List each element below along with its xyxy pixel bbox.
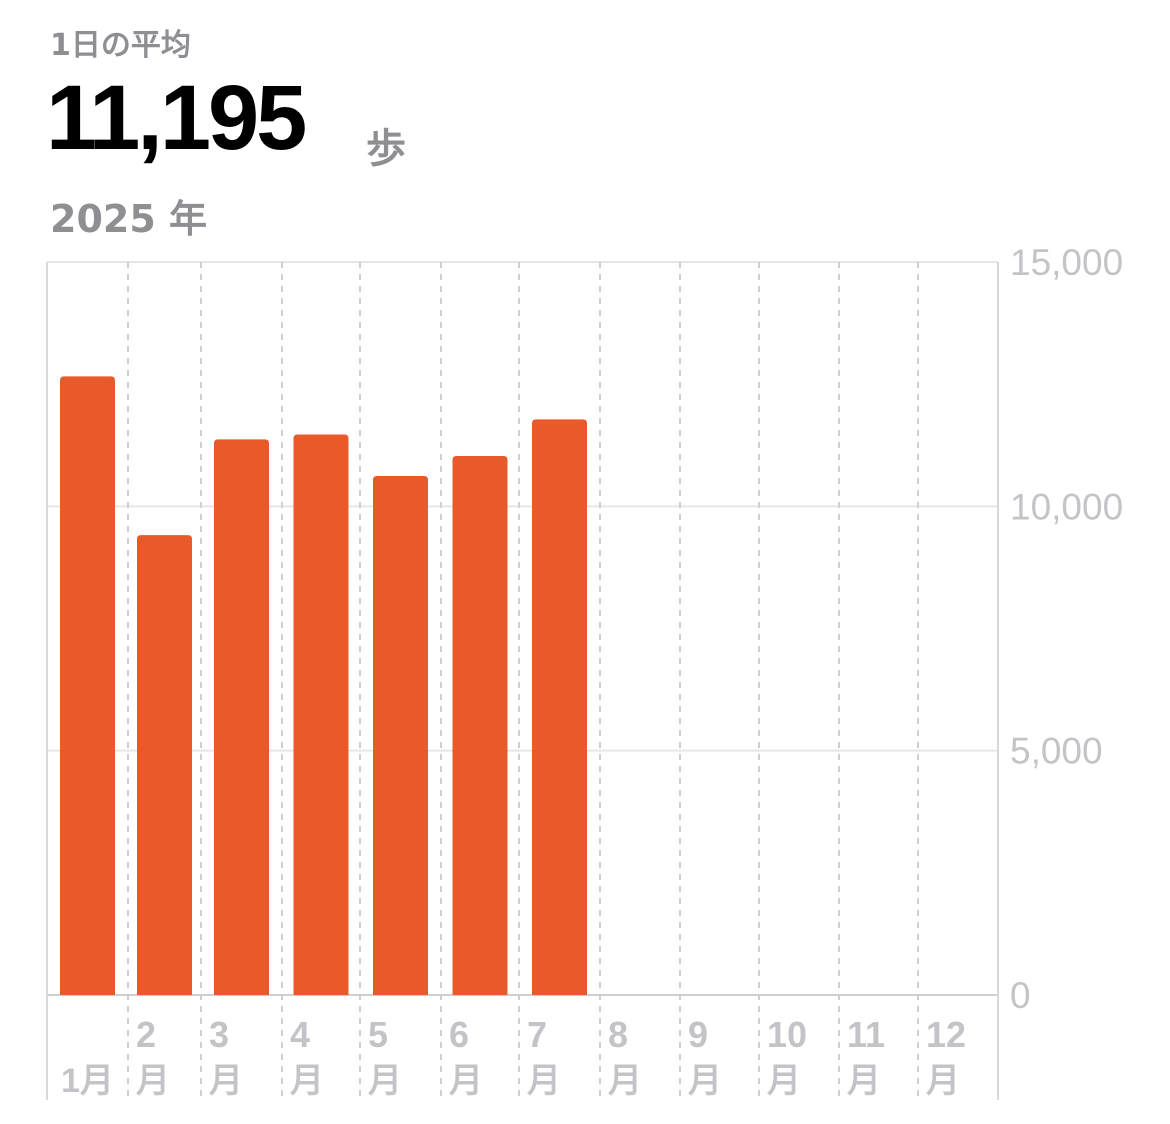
x-tick-month: 月 bbox=[209, 1062, 243, 1100]
x-tick-number: 9 bbox=[688, 1014, 708, 1055]
y-tick-label: 10,000 bbox=[1010, 486, 1123, 527]
x-tick-number: 6 bbox=[449, 1014, 469, 1055]
x-tick-number: 12 bbox=[926, 1014, 966, 1055]
x-tick-number: 3 bbox=[209, 1014, 229, 1055]
x-tick-month: 月 bbox=[527, 1062, 561, 1100]
unit-label: 歩 bbox=[366, 126, 406, 172]
x-tick-number: 5 bbox=[368, 1014, 388, 1055]
y-tick-label: 5,000 bbox=[1010, 731, 1103, 772]
bar-1月 bbox=[60, 376, 115, 995]
bar-7月 bbox=[532, 419, 587, 995]
period-label: 2025 年 bbox=[50, 197, 207, 241]
x-tick-month: 月 bbox=[767, 1062, 801, 1100]
x-tick-month: 月 bbox=[926, 1062, 960, 1100]
x-tick-number: 2 bbox=[136, 1014, 156, 1055]
x-tick-number: 7 bbox=[527, 1014, 547, 1055]
x-tick-label: 1月 bbox=[61, 1062, 114, 1100]
average-value: 11,195 bbox=[46, 67, 307, 169]
x-tick-month: 月 bbox=[608, 1062, 642, 1100]
y-tick-label: 15,000 bbox=[1010, 242, 1123, 283]
x-tick-month: 月 bbox=[136, 1062, 170, 1100]
x-tick-month: 月 bbox=[368, 1062, 402, 1100]
bar-3月 bbox=[214, 439, 269, 995]
x-tick-number: 10 bbox=[767, 1014, 807, 1055]
x-tick-month: 月 bbox=[688, 1062, 722, 1100]
x-tick-month: 月 bbox=[449, 1062, 483, 1100]
bar-6月 bbox=[452, 456, 508, 995]
x-tick-number: 8 bbox=[608, 1014, 628, 1055]
y-tick-label: 0 bbox=[1010, 975, 1031, 1016]
bar-5月 bbox=[373, 476, 428, 995]
x-tick-month: 月 bbox=[290, 1062, 324, 1100]
x-tick-month: 月 bbox=[847, 1062, 881, 1100]
bar-4月 bbox=[293, 434, 349, 995]
bar-2月 bbox=[137, 535, 192, 995]
average-label: 1日の平均 bbox=[50, 28, 191, 63]
x-tick-number: 11 bbox=[847, 1014, 885, 1055]
x-tick-number: 4 bbox=[290, 1014, 310, 1055]
